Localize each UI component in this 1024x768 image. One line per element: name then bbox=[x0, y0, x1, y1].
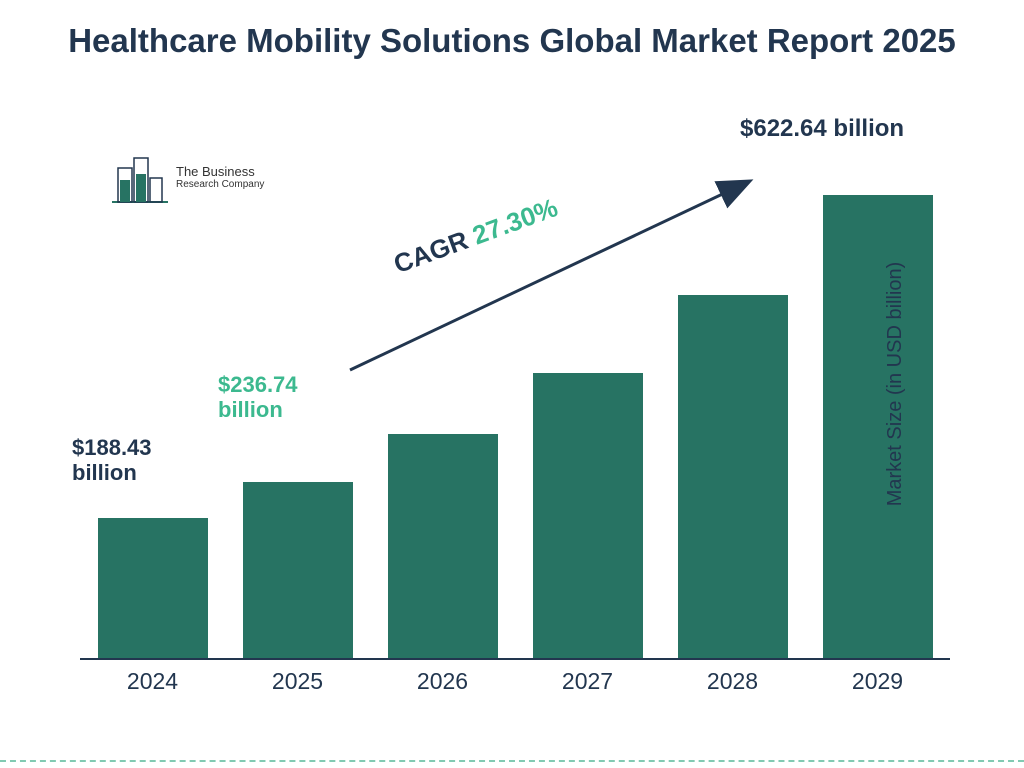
bar bbox=[823, 195, 933, 658]
bar bbox=[243, 482, 353, 658]
bar-wrap bbox=[383, 434, 503, 658]
y-axis-label: Market Size (in USD billion) bbox=[884, 262, 907, 507]
x-tick-label: 2029 bbox=[818, 668, 938, 695]
chart-title: Healthcare Mobility Solutions Global Mar… bbox=[0, 0, 1024, 61]
x-tick-label: 2027 bbox=[528, 668, 648, 695]
value-label: $622.64 billion bbox=[740, 115, 904, 143]
bar-wrap bbox=[673, 295, 793, 658]
x-tick-label: 2024 bbox=[93, 668, 213, 695]
x-tick-label: 2025 bbox=[238, 668, 358, 695]
bar bbox=[533, 373, 643, 658]
x-tick-label: 2026 bbox=[383, 668, 503, 695]
x-axis-line bbox=[80, 658, 950, 660]
bar bbox=[98, 518, 208, 658]
bar-wrap bbox=[818, 195, 938, 658]
x-tick-label: 2028 bbox=[673, 668, 793, 695]
dashed-divider bbox=[0, 760, 1024, 762]
bar-wrap bbox=[93, 518, 213, 658]
bar-wrap bbox=[238, 482, 358, 658]
x-labels: 2024 2025 2026 2027 2028 2029 bbox=[80, 668, 950, 695]
value-label: $236.74billion bbox=[218, 372, 298, 423]
value-label: $188.43billion bbox=[72, 435, 152, 486]
bar bbox=[678, 295, 788, 658]
bar bbox=[388, 434, 498, 658]
bar-wrap bbox=[528, 373, 648, 658]
